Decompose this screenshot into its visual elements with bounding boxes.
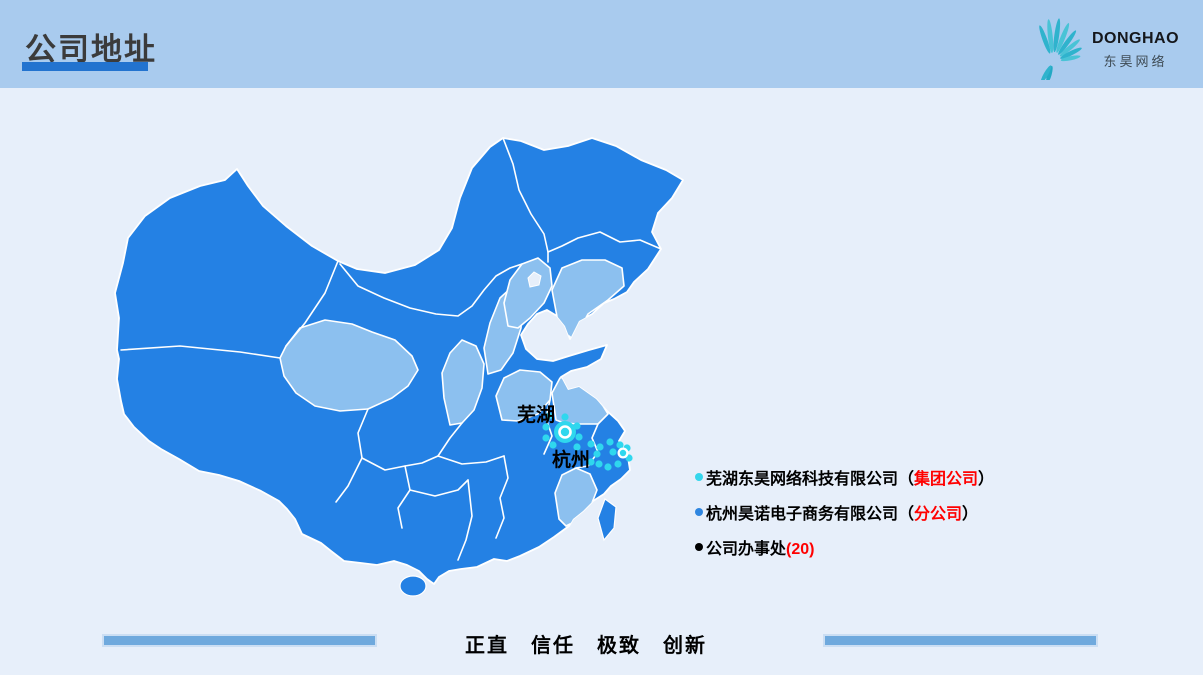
province-qinghai: [279, 319, 419, 412]
china-map: 芜湖 杭州: [100, 118, 700, 608]
wuhu-marker: [554, 421, 576, 443]
province-henan: [495, 369, 553, 422]
legend-bullet-black: [695, 543, 703, 551]
legend-bullet-blue: [695, 508, 703, 516]
province-borders: [120, 138, 662, 561]
office-dots: [542, 412, 633, 471]
page-title: 公司地址: [25, 32, 157, 67]
title-underline: [22, 62, 148, 71]
motto-word: 创新: [663, 635, 707, 657]
logo-text-block: DONGHAO 东昊网络: [1092, 30, 1179, 70]
legend-label: 杭州昊诺电子商务有限公司（分公司）: [706, 506, 979, 523]
legend: 芜湖东昊网络科技有限公司（集团公司） 杭州昊诺电子商务有限公司（分公司） 公司办…: [695, 465, 994, 570]
island-hainan: [399, 575, 427, 597]
legend-item-branch-company: 杭州昊诺电子商务有限公司（分公司）: [695, 500, 994, 524]
label-wuhu: 芜湖: [517, 403, 555, 426]
legend-item-group-company: 芜湖东昊网络科技有限公司（集团公司）: [695, 465, 994, 489]
legend-label: 公司办事处(20): [706, 541, 815, 558]
province-jiangsu: [551, 375, 609, 425]
label-hangzhou: 杭州: [552, 448, 590, 471]
logo-name: DONGHAO: [1092, 30, 1180, 47]
beijing-enclave: [527, 271, 542, 288]
legend-label: 芜湖东昊网络科技有限公司（集团公司）: [706, 471, 995, 488]
motto-word: 正直: [465, 635, 509, 657]
header-band: 公司地址 DONGHAO 东昊网络: [0, 0, 1203, 88]
province-shaanxi: [441, 339, 485, 426]
donghao-fan-icon: [1039, 18, 1082, 80]
footer-bar-left: [102, 634, 377, 647]
legend-item-offices: 公司办事处(20): [695, 535, 994, 559]
company-motto: 正直 信任 极致 创新: [465, 629, 707, 658]
hangzhou-marker: [617, 447, 629, 459]
logo-name-chinese: 东昊网络: [1103, 54, 1168, 69]
light-provinces: [279, 257, 625, 527]
company-logo: DONGHAO 东昊网络: [1026, 4, 1191, 84]
footer-bar-right: [823, 634, 1098, 647]
island-taiwan: [597, 498, 617, 542]
motto-word: 信任: [531, 635, 575, 657]
legend-bullet-cyan: [695, 473, 703, 481]
motto-word: 极致: [597, 635, 641, 657]
